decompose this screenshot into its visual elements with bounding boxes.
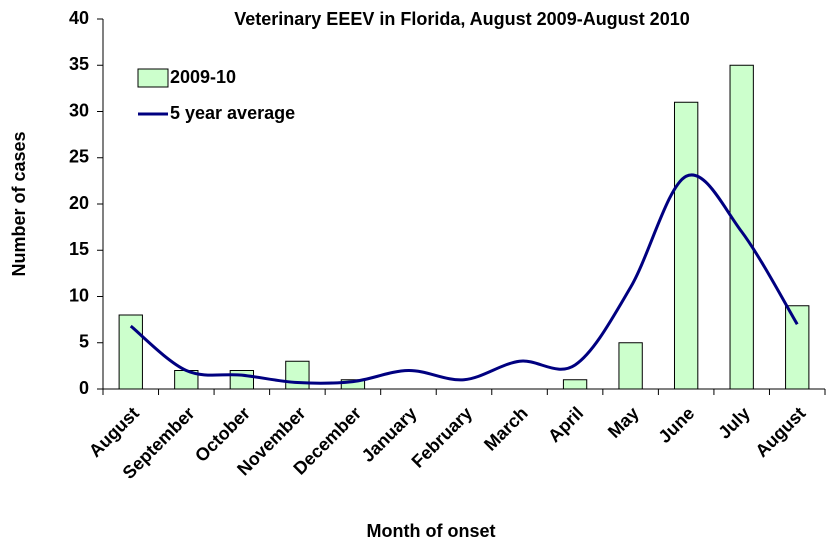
x-tick-label: February xyxy=(408,403,477,472)
legend-label: 2009-10 xyxy=(170,67,236,87)
line xyxy=(129,173,799,385)
y-tick-label: 10 xyxy=(69,285,89,305)
x-axis-label: Month of onset xyxy=(367,521,496,541)
x-tick-label: June xyxy=(654,403,698,447)
bar xyxy=(673,101,699,390)
y-tick-label: 40 xyxy=(69,8,89,28)
y-tick-label: 35 xyxy=(69,54,89,74)
bar xyxy=(618,342,643,390)
bar xyxy=(340,379,366,390)
y-tick-label: 15 xyxy=(69,239,89,259)
y-tick-label: 30 xyxy=(69,100,89,120)
bar xyxy=(729,64,754,390)
x-tick-label: April xyxy=(544,403,587,446)
legend-swatch xyxy=(137,68,169,88)
x-tick-label: May xyxy=(604,403,643,442)
y-tick-label: 25 xyxy=(69,147,89,167)
bar xyxy=(785,305,810,390)
y-tick-label: 20 xyxy=(69,193,89,213)
bar xyxy=(285,360,310,390)
legend-label: 5 year average xyxy=(170,103,295,123)
x-tick-label: July xyxy=(714,403,754,443)
x-tick-label: August xyxy=(751,403,809,461)
y-axis-label: Number of cases xyxy=(9,131,29,276)
bar xyxy=(562,379,588,390)
chart-title: Veterinary EEEV in Florida, August 2009-… xyxy=(234,9,689,29)
y-tick-label: 0 xyxy=(79,378,89,398)
y-tick-label: 5 xyxy=(79,332,89,352)
x-tick-label: March xyxy=(480,403,532,455)
bar xyxy=(118,314,143,390)
